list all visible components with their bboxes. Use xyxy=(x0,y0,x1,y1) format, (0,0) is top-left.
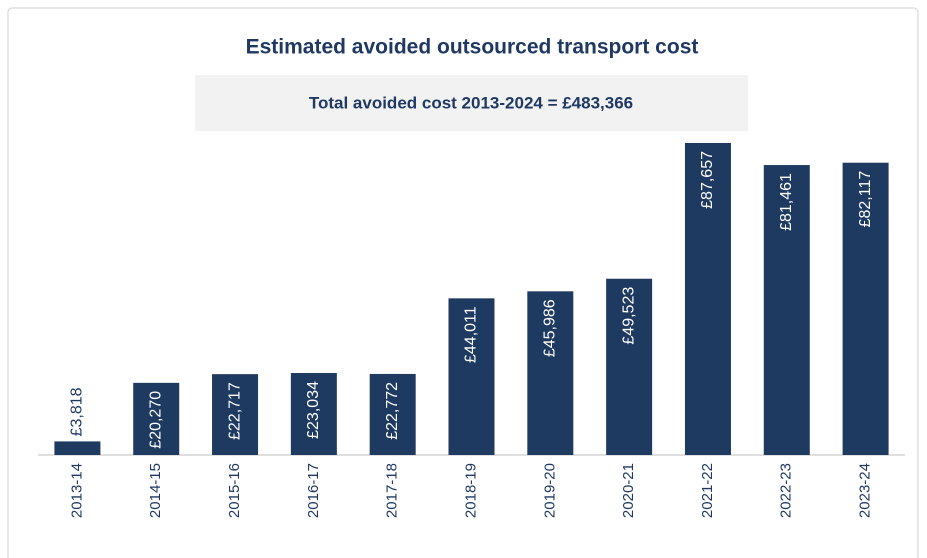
value-label: £81,461 xyxy=(778,173,795,231)
value-label: £44,011 xyxy=(463,306,480,363)
value-label: £87,657 xyxy=(699,151,716,209)
bar xyxy=(54,441,101,455)
bar xyxy=(527,291,574,455)
x-tick-label: 2023-24 xyxy=(857,463,874,518)
bar xyxy=(212,374,259,455)
value-label: £23,034 xyxy=(305,381,322,439)
x-tick-label: 2020-21 xyxy=(620,463,637,518)
chart-title: Estimated avoided outsourced transport c… xyxy=(246,36,699,59)
value-label: £22,772 xyxy=(384,382,401,440)
x-tick-label: 2013-14 xyxy=(68,463,85,518)
chart-subtitle: Total avoided cost 2013-2024 = £483,366 xyxy=(309,93,633,112)
value-label: £82,117 xyxy=(857,171,874,228)
bar xyxy=(290,373,337,455)
bar xyxy=(133,382,180,455)
bar xyxy=(606,278,653,455)
value-label: £22,717 xyxy=(226,382,243,440)
x-tick-label: 2016-17 xyxy=(305,463,322,518)
x-tick-label: 2017-18 xyxy=(384,463,401,518)
bar xyxy=(448,298,495,455)
x-tick-label: 2015-16 xyxy=(226,463,243,518)
value-label: £49,523 xyxy=(620,287,637,345)
bar xyxy=(763,165,810,455)
x-tick-label: 2019-20 xyxy=(541,463,558,518)
subtitle-box xyxy=(195,75,748,131)
value-label: £20,270 xyxy=(147,391,164,449)
value-label: £45,986 xyxy=(542,299,559,357)
bar xyxy=(842,162,889,455)
bar xyxy=(369,373,416,455)
bar xyxy=(684,143,731,455)
x-tick-label: 2018-19 xyxy=(462,463,479,518)
x-tick-label: 2022-23 xyxy=(778,463,795,518)
x-tick-label: 2021-22 xyxy=(699,463,716,518)
value-label: £3,818 xyxy=(69,387,86,436)
x-tick-label: 2014-15 xyxy=(147,463,164,518)
